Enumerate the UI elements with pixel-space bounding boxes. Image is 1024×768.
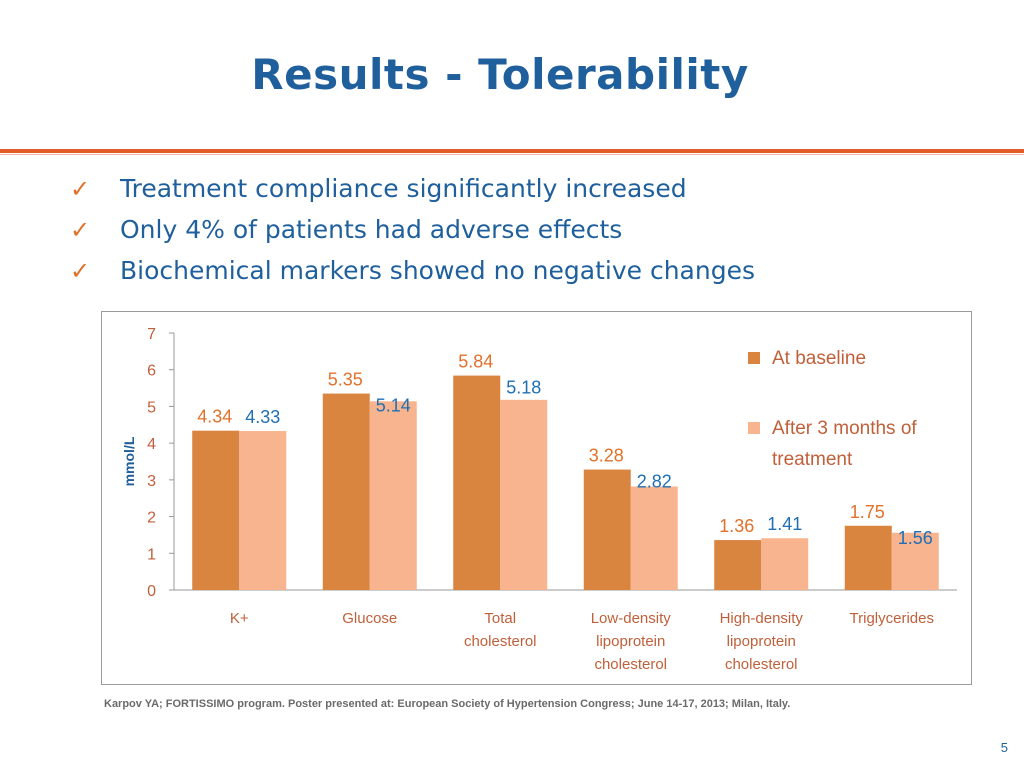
value-label-baseline: 5.35 (328, 370, 363, 390)
bullet-text: Treatment compliance significantly incre… (120, 174, 687, 203)
bullet-text: Only 4% of patients had adverse effects (120, 215, 623, 244)
bar-chart: 0 1 2 3 4 5 6 7 mmol/L 4.34 4.33 K+ 5.35 5.14 Glucose 5… (121, 326, 957, 673)
x-category-label: K+ (230, 610, 249, 627)
y-tick-label: 6 (147, 363, 156, 380)
bar-baseline (453, 375, 501, 590)
y-tick-label: 4 (147, 436, 156, 453)
value-label-baseline: 3.28 (589, 446, 624, 466)
y-tick-label: 0 (147, 583, 156, 600)
bar-after-treatment (369, 401, 417, 590)
checkmark-icon: ✓ (70, 215, 91, 244)
bar-baseline (714, 540, 762, 590)
bullet-item: ✓ Only 4% of patients had adverse effect… (70, 209, 755, 250)
value-label-after: 2.82 (637, 472, 672, 492)
legend-label-after: After 3 months of treatment (772, 418, 917, 470)
bar-baseline (583, 469, 631, 590)
x-category-label: High-density lipoprotein cholesterol (720, 610, 804, 673)
y-tick-label: 1 (147, 546, 156, 563)
bar-baseline (322, 393, 370, 590)
chart-container: 0 1 2 3 4 5 6 7 mmol/L 4.34 4.33 K+ 5.35 5.14 Glucose 5… (101, 311, 972, 685)
y-tick-label: 2 (147, 510, 156, 527)
value-label-baseline: 5.84 (458, 352, 493, 372)
x-category-label: Low-density lipoprotein cholesterol (591, 610, 672, 673)
title-divider (0, 149, 1024, 153)
value-label-after: 5.18 (506, 378, 541, 398)
x-category-label: Glucose (342, 610, 397, 627)
title-divider-shadow (0, 154, 1024, 155)
value-label-after: 5.14 (376, 396, 411, 416)
bar-after-treatment (891, 532, 939, 590)
checkmark-icon: ✓ (70, 256, 91, 285)
bar-after-treatment (239, 431, 287, 590)
checkmark-icon: ✓ (70, 174, 91, 203)
bullet-text: Biochemical markers showed no negative c… (120, 256, 755, 285)
value-label-after: 1.56 (898, 528, 933, 548)
legend-swatch-after (748, 422, 760, 434)
bullet-item: ✓ Biochemical markers showed no negative… (70, 250, 755, 291)
y-tick-label: 7 (147, 326, 156, 343)
y-axis-label: mmol/L (121, 436, 137, 486)
x-category-label: Total cholesterol (464, 610, 537, 650)
y-tick-label: 3 (147, 473, 156, 490)
bullet-list: ✓ Treatment compliance significantly inc… (70, 168, 755, 291)
legend-swatch-baseline (748, 352, 760, 364)
value-label-after: 1.41 (767, 514, 802, 534)
bar-baseline (192, 430, 240, 590)
value-label-baseline: 4.34 (197, 407, 232, 427)
value-label-after: 4.33 (245, 407, 280, 427)
slide-title: Results - Tolerability (251, 50, 749, 99)
bar-baseline (844, 525, 892, 590)
x-category-label: Triglycerides (850, 610, 934, 627)
page-number: 5 (1000, 740, 1008, 755)
legend-label-baseline: At baseline (772, 348, 866, 369)
bar-after-treatment (500, 399, 548, 590)
value-label-baseline: 1.36 (719, 516, 754, 536)
bullet-item: ✓ Treatment compliance significantly inc… (70, 168, 755, 209)
source-footnote: Karpov YA; FORTISSIMO program. Poster pr… (104, 698, 791, 710)
value-label-baseline: 1.75 (850, 502, 885, 522)
bar-after-treatment (761, 538, 809, 590)
bar-after-treatment (630, 486, 678, 590)
y-tick-label: 5 (147, 399, 156, 416)
